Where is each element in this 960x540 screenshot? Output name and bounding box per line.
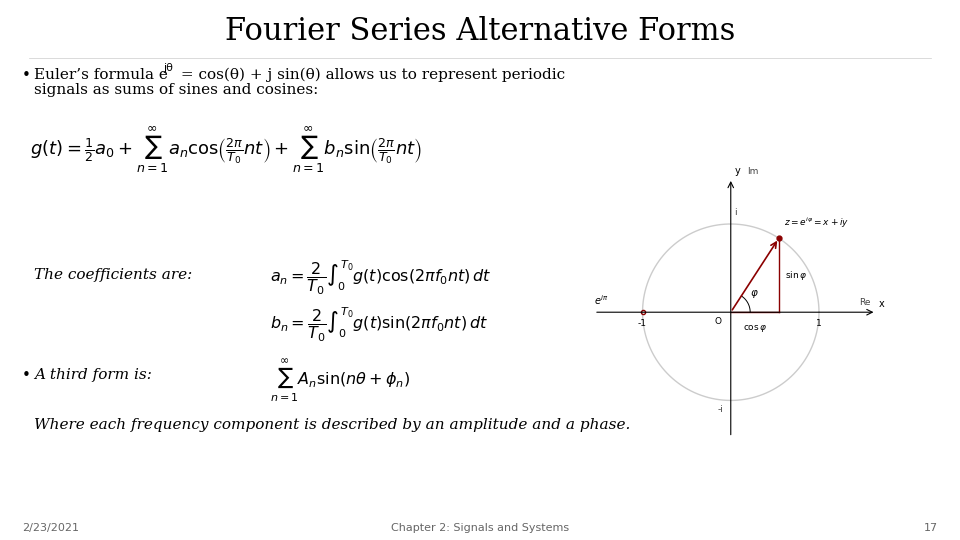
Text: = cos(θ) + j sin(θ) allows us to represent periodic: = cos(θ) + j sin(θ) allows us to represe… [176,68,565,83]
Text: i: i [734,208,737,217]
Text: $g(t) = \frac{1}{2}a_0 + \sum_{n=1}^{\infty} a_n \cos\!\left(\frac{2\pi}{T_0}nt\: $g(t) = \frac{1}{2}a_0 + \sum_{n=1}^{\in… [30,125,422,175]
Text: 2/23/2021: 2/23/2021 [22,523,79,533]
Text: $a_n = \dfrac{2}{T_0}\int_0^{T_0} g(t)\cos(2\pi f_0 nt)\,dt$: $a_n = \dfrac{2}{T_0}\int_0^{T_0} g(t)\c… [270,258,492,296]
Text: -i: -i [718,405,724,414]
Text: O: O [715,316,722,326]
Text: 1: 1 [816,319,822,328]
Text: $z = e^{i\varphi} = x+iy$: $z = e^{i\varphi} = x+iy$ [784,216,850,230]
Text: The coefficients are:: The coefficients are: [34,268,192,282]
Text: signals as sums of sines and cosines:: signals as sums of sines and cosines: [34,83,319,97]
Text: Chapter 2: Signals and Systems: Chapter 2: Signals and Systems [391,523,569,533]
Text: $\varphi$: $\varphi$ [750,288,759,300]
Text: x: x [879,299,885,309]
Text: •: • [22,368,31,383]
Text: $e^{i\pi}$: $e^{i\pi}$ [594,293,609,307]
Text: $\sin\varphi$: $\sin\varphi$ [785,269,807,282]
Text: •: • [22,68,31,83]
Text: Euler’s formula e: Euler’s formula e [34,68,168,82]
Text: y: y [734,166,740,177]
Text: Fourier Series Alternative Forms: Fourier Series Alternative Forms [225,17,735,48]
Text: 17: 17 [924,523,938,533]
Text: $b_n = \dfrac{2}{T_0}\int_0^{T_0} g(t)\sin(2\pi f_0 nt)\,dt$: $b_n = \dfrac{2}{T_0}\int_0^{T_0} g(t)\s… [270,305,488,343]
Text: $\cos\varphi$: $\cos\varphi$ [743,323,767,334]
Text: Where each frequency component is described by an amplitude and a phase.: Where each frequency component is descri… [34,418,631,432]
Text: jθ: jθ [163,63,173,73]
Text: Im: Im [747,167,758,177]
Text: A third form is:: A third form is: [34,368,152,382]
Text: -1: -1 [638,319,647,328]
Text: $\sum_{n=1}^{\infty} A_n \sin(n\theta + \phi_n)$: $\sum_{n=1}^{\infty} A_n \sin(n\theta + … [270,358,410,404]
Text: Re: Re [858,298,870,307]
